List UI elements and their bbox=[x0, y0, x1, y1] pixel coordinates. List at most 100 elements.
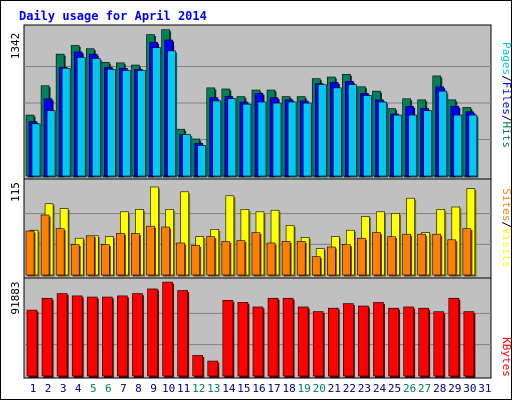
pages-bar bbox=[408, 114, 419, 178]
x-tick-label: 19 bbox=[298, 382, 311, 395]
pages-bar bbox=[137, 70, 147, 178]
pages-bar bbox=[393, 114, 404, 178]
pages-bar bbox=[468, 114, 479, 178]
x-tick-label: 18 bbox=[282, 382, 295, 395]
kbytes-bar bbox=[71, 295, 84, 378]
sites-bar bbox=[296, 241, 307, 277]
pages-bar bbox=[363, 95, 373, 178]
sites-bar bbox=[311, 256, 322, 277]
sites-bar bbox=[221, 241, 232, 277]
kbytes-bar bbox=[463, 311, 476, 378]
bottom-panel-max-label: 91883 bbox=[9, 281, 22, 314]
kbytes-bar bbox=[312, 311, 325, 378]
kbytes-bar bbox=[237, 302, 250, 378]
sites-bar bbox=[342, 244, 352, 277]
x-tick-label: 17 bbox=[267, 382, 280, 395]
kbytes-bar bbox=[282, 297, 295, 378]
x-tick-label: 2 bbox=[45, 382, 52, 395]
x-tick-label: 28 bbox=[433, 382, 446, 395]
x-tick-label: 13 bbox=[207, 382, 220, 395]
x-tick-label: 12 bbox=[192, 382, 205, 395]
svg-text:Sites/Visits: Sites/Visits bbox=[500, 188, 512, 268]
sites-bar bbox=[161, 226, 172, 277]
legend-sites: Sites bbox=[500, 188, 512, 221]
pages-bar bbox=[272, 102, 283, 178]
bars-layer bbox=[25, 29, 479, 378]
pages-bar bbox=[46, 110, 57, 178]
kbytes-bar bbox=[162, 281, 175, 378]
top-panel-max-label: 1342 bbox=[9, 33, 22, 60]
svg-text:Pages/Files/Hits: Pages/Files/Hits bbox=[500, 42, 512, 148]
sites-bar bbox=[402, 233, 413, 277]
x-tick-label: 10 bbox=[162, 382, 175, 395]
sites-bar bbox=[326, 246, 337, 277]
sites-bar bbox=[266, 242, 277, 277]
x-tick-label: 11 bbox=[177, 382, 190, 395]
kbytes-bar bbox=[147, 288, 160, 378]
sites-bar bbox=[146, 225, 157, 277]
middle-panel-max-label: 115 bbox=[9, 182, 22, 202]
kbytes-bar bbox=[448, 297, 461, 378]
legend-kbytes: KBytes bbox=[500, 337, 512, 377]
kbytes-bar bbox=[343, 303, 355, 378]
kbytes-bar bbox=[207, 360, 220, 378]
sites-bar bbox=[85, 235, 96, 277]
x-tick-label: 5 bbox=[90, 382, 97, 395]
sites-bar bbox=[251, 232, 262, 277]
x-tick-label: 14 bbox=[222, 382, 236, 395]
pages-bar bbox=[242, 103, 253, 178]
sites-bar bbox=[116, 233, 126, 277]
x-tick-label: 27 bbox=[418, 382, 431, 395]
pages-bar bbox=[61, 67, 72, 178]
kbytes-bar bbox=[192, 355, 205, 378]
pages-bar bbox=[453, 114, 464, 178]
pages-bar bbox=[122, 70, 132, 178]
middle-panel-legend: Sites/Visits bbox=[500, 188, 512, 268]
x-tick-label: 29 bbox=[448, 382, 461, 395]
sites-bar bbox=[70, 244, 81, 277]
kbytes-bar bbox=[86, 296, 99, 378]
sites-bar bbox=[236, 240, 247, 277]
pages-bar bbox=[438, 90, 449, 178]
kbytes-bar bbox=[132, 293, 144, 378]
pages-bar bbox=[317, 84, 328, 178]
pages-bar bbox=[91, 58, 102, 178]
pages-bar bbox=[348, 84, 358, 178]
kbytes-bar bbox=[327, 307, 340, 378]
kbytes-bar bbox=[418, 307, 431, 378]
legend-pages: Pages bbox=[500, 42, 512, 75]
sites-bar bbox=[176, 242, 187, 277]
pages-bar bbox=[423, 110, 434, 178]
kbytes-bar bbox=[117, 295, 129, 378]
kbytes-bar bbox=[403, 306, 416, 378]
sites-bar bbox=[131, 233, 141, 277]
kbytes-bar bbox=[358, 305, 370, 378]
pages-bar bbox=[167, 50, 178, 178]
x-tick-label: 22 bbox=[343, 382, 356, 395]
kbytes-bar bbox=[373, 302, 385, 378]
kbytes-bar bbox=[26, 309, 39, 378]
kbytes-bar bbox=[41, 297, 54, 378]
pages-bar bbox=[332, 87, 343, 178]
kbytes-bar bbox=[433, 311, 446, 378]
sites-bar bbox=[25, 230, 36, 277]
chart-title: Daily usage for April 2014 bbox=[19, 9, 207, 23]
pages-bar bbox=[31, 123, 42, 178]
x-tick-label: 1 bbox=[30, 382, 37, 395]
pages-bar bbox=[182, 134, 193, 178]
sites-bar bbox=[40, 214, 51, 277]
x-tick-label: 26 bbox=[403, 382, 416, 395]
legend-visits: Visits bbox=[500, 228, 512, 268]
x-tick-label: 31 bbox=[478, 382, 491, 395]
x-tick-label: 4 bbox=[75, 382, 82, 395]
sites-bar bbox=[191, 245, 202, 277]
pages-bar bbox=[107, 69, 117, 178]
kbytes-bar bbox=[177, 290, 190, 378]
pages-bar bbox=[302, 102, 313, 178]
bottom-panel-legend: KBytes bbox=[500, 337, 512, 377]
x-tick-label: 6 bbox=[105, 382, 112, 395]
kbytes-bar bbox=[252, 306, 265, 378]
x-tick-label: 7 bbox=[120, 382, 127, 395]
x-axis-labels: 1 2 3 4 5 6 7 8 9 10 11 12 13 14 15 16 17 18 19 20 21 22 23 24 2… bbox=[30, 382, 492, 395]
